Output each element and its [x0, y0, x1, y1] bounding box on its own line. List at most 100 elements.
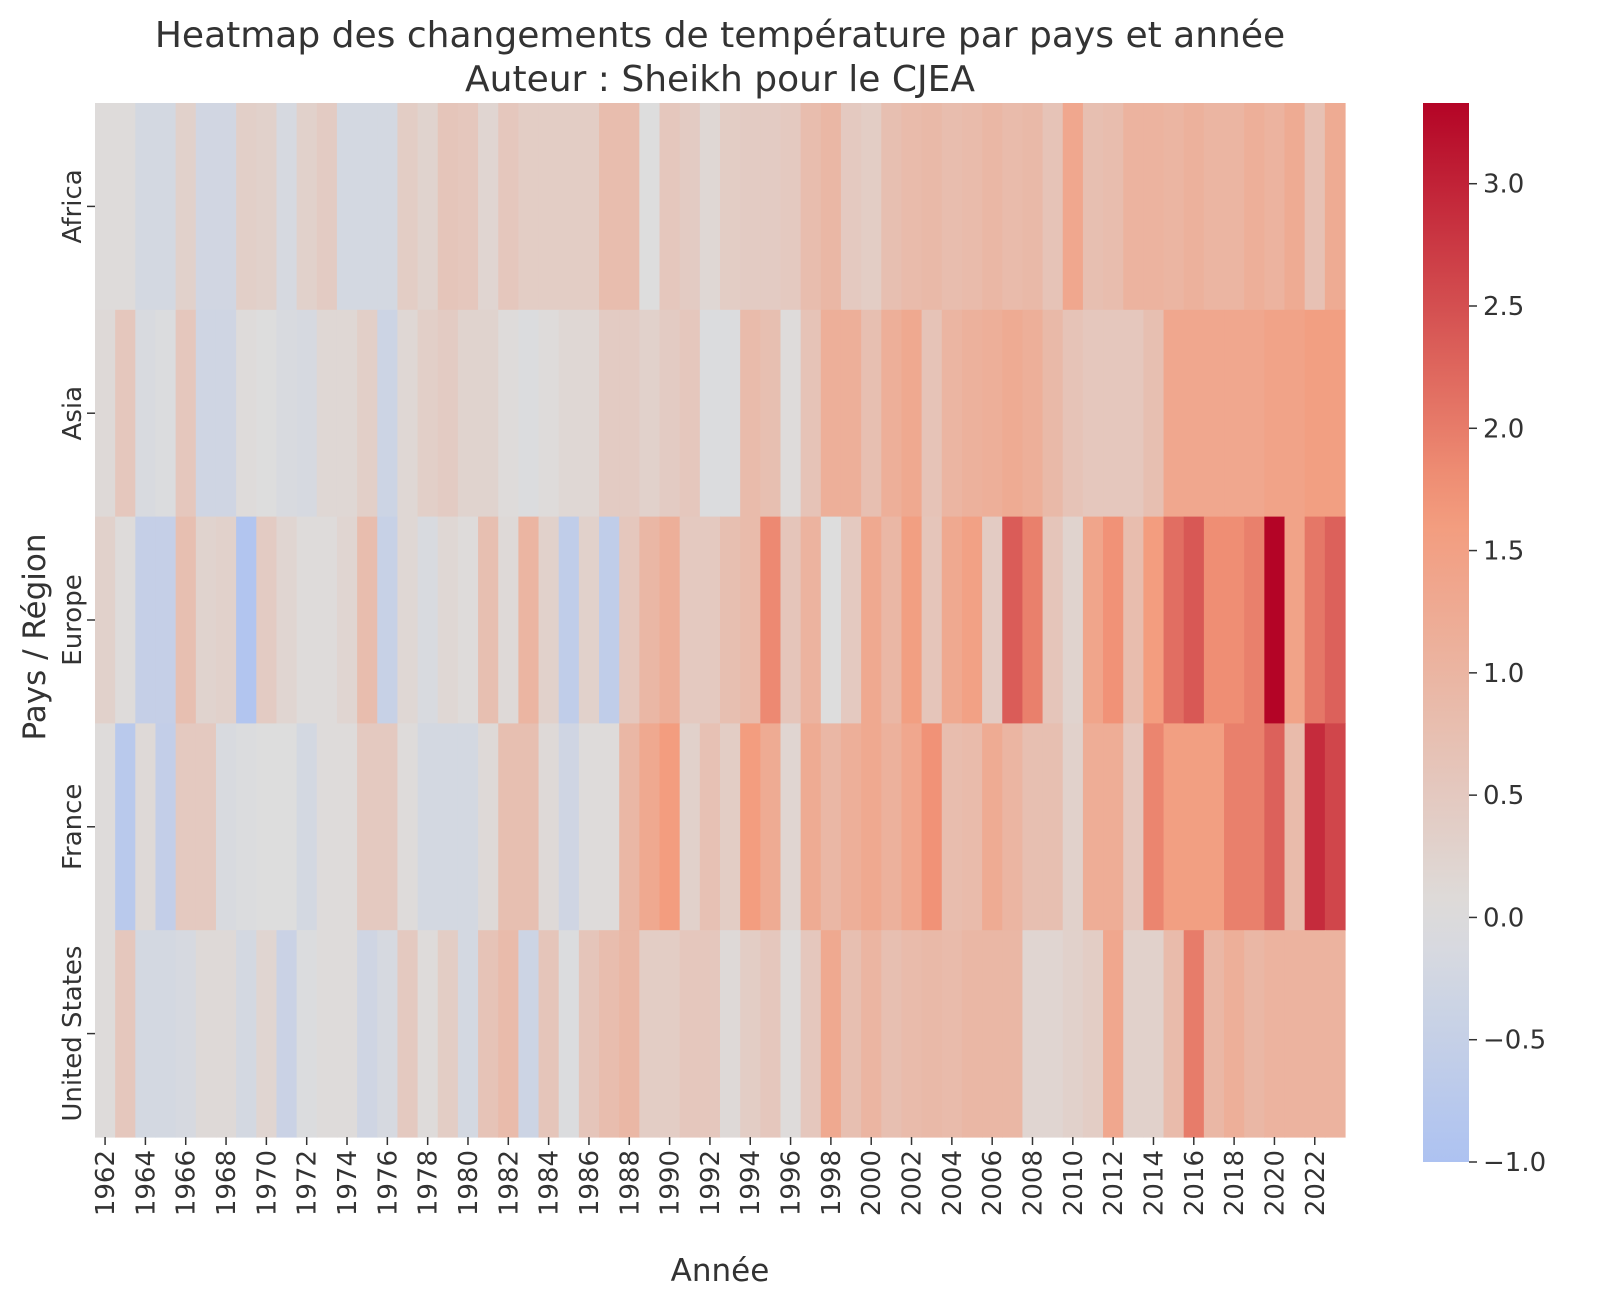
heatmap-cell	[1264, 309, 1286, 518]
heatmap-cell	[336, 103, 358, 311]
heatmap-cell	[437, 930, 459, 1138]
heatmap-cell	[437, 309, 459, 518]
heatmap-cell	[195, 309, 217, 518]
heatmap-cell	[1103, 723, 1124, 931]
colorbar-tick-label: −1.0	[1483, 1148, 1546, 1178]
heatmap-cell	[599, 723, 620, 931]
heatmap-cell	[840, 930, 862, 1138]
heatmap-cell	[538, 930, 560, 1138]
heatmap-cells	[95, 103, 1346, 1138]
heatmap-cell	[115, 309, 136, 518]
heatmap-cell	[740, 516, 761, 724]
heatmap-cell	[780, 723, 802, 931]
heatmap-cell	[599, 930, 620, 1138]
heatmap-cell	[1002, 723, 1024, 931]
heatmap-cell	[1143, 516, 1165, 724]
heatmap-cell	[316, 723, 338, 931]
heatmap-cell	[1062, 103, 1084, 311]
heatmap-cell	[840, 103, 862, 311]
heatmap-cell	[437, 723, 459, 931]
heatmap-cell	[236, 309, 257, 518]
heatmap-cell	[861, 930, 882, 1138]
heatmap-cell	[599, 309, 620, 518]
heatmap-cell	[95, 103, 116, 311]
heatmap-cell	[1042, 309, 1064, 518]
x-tick-label: 2016	[1180, 1150, 1210, 1216]
heatmap-cell	[659, 103, 681, 311]
heatmap-cell	[1082, 103, 1104, 311]
heatmap-cell	[1264, 516, 1286, 724]
heatmap-cell	[1264, 930, 1286, 1138]
heatmap-cell	[921, 103, 943, 311]
heatmap-cell	[478, 723, 499, 931]
heatmap-cell	[437, 103, 459, 311]
heatmap-cell	[296, 103, 318, 311]
heatmap-cell	[256, 103, 278, 311]
heatmap-cell	[1062, 309, 1084, 518]
heatmap-cell	[175, 516, 197, 724]
heatmap-cell	[659, 723, 681, 931]
heatmap-cell	[679, 516, 701, 724]
heatmap-cell	[1002, 930, 1024, 1138]
heatmap-cell	[921, 516, 943, 724]
heatmap-cell	[357, 516, 378, 724]
heatmap-cell	[679, 723, 701, 931]
x-tick-label: 1980	[454, 1150, 484, 1216]
heatmap-cell	[1224, 723, 1245, 931]
heatmap-cell	[1304, 103, 1326, 311]
heatmap-cell	[599, 103, 620, 311]
heatmap-cell	[417, 103, 439, 311]
heatmap-cell	[780, 516, 802, 724]
heatmap-cell	[276, 516, 298, 724]
heatmap-cell	[1244, 930, 1265, 1138]
heatmap-cell	[800, 309, 822, 518]
colorbar-tick-label: 1.0	[1483, 659, 1524, 689]
heatmap-cell	[377, 723, 399, 931]
heatmap-cell	[760, 723, 782, 931]
heatmap-cell	[1143, 930, 1165, 1138]
x-tick-label: 1998	[817, 1150, 847, 1216]
heatmap-cell	[1284, 309, 1306, 518]
heatmap-cell	[1123, 103, 1144, 311]
x-tick-label: 2000	[857, 1150, 887, 1216]
heatmap-cell	[1042, 516, 1064, 724]
heatmap-cell	[135, 309, 157, 518]
heatmap-cell	[639, 103, 661, 311]
heatmap-cell	[336, 723, 358, 931]
heatmap-cell	[619, 723, 640, 931]
heatmap-cell	[941, 516, 963, 724]
colorbar-tick-label: −0.5	[1483, 1026, 1546, 1056]
heatmap-cell	[115, 516, 136, 724]
heatmap-cell	[538, 309, 560, 518]
y-axis: Africa Asia Europe France United States	[58, 169, 95, 1122]
heatmap-cell	[518, 103, 540, 311]
heatmap-cell	[720, 723, 741, 931]
heatmap-cell	[881, 723, 903, 931]
heatmap-cell	[639, 516, 661, 724]
heatmap-cell	[558, 930, 580, 1138]
heatmap-cell	[1163, 930, 1185, 1138]
heatmap-cell	[840, 516, 862, 724]
heatmap-cell	[135, 516, 157, 724]
heatmap-cell	[316, 103, 338, 311]
heatmap-cell	[1103, 103, 1124, 311]
heatmap-cell	[578, 723, 600, 931]
heatmap-cell	[1284, 516, 1306, 724]
heatmap-cell	[256, 723, 278, 931]
y-tick-label: France	[58, 784, 88, 870]
heatmap-cell	[1143, 723, 1165, 931]
heatmap-cell	[1042, 723, 1064, 931]
heatmap-cell	[1224, 516, 1245, 724]
heatmap-cell	[1183, 309, 1205, 518]
heatmap-cell	[236, 930, 257, 1138]
heatmap-cell	[215, 930, 237, 1138]
heatmap-cell	[457, 516, 479, 724]
heatmap-cell	[377, 516, 399, 724]
x-tick-label: 1976	[373, 1150, 403, 1216]
heatmap-cell	[961, 103, 983, 311]
heatmap-cell	[921, 309, 943, 518]
heatmap-cell	[1143, 309, 1165, 518]
heatmap-cell	[215, 309, 237, 518]
heatmap-cell	[921, 723, 943, 931]
heatmap-cell	[1183, 723, 1205, 931]
